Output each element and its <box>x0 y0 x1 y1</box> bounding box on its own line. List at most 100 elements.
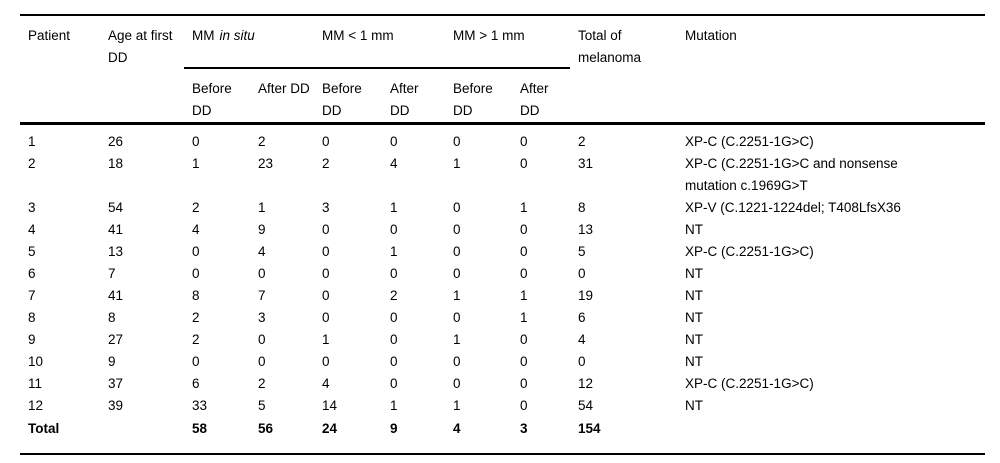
cell-gt1-after: 1 <box>520 310 528 325</box>
cell-age: 54 <box>108 200 124 215</box>
cell-lt1-before: 0 <box>322 288 330 303</box>
cell-patient: 6 <box>28 266 36 281</box>
cell-mutation: NT <box>685 354 704 369</box>
cell-gt1-before: 0 <box>453 310 461 325</box>
cell-mutation: XP-C (C.2251-1G>C) <box>685 244 814 259</box>
cell-gt1-after: 0 <box>520 222 528 237</box>
cell-age: 27 <box>108 332 124 347</box>
cell-insitu-after: 0 <box>258 266 266 281</box>
cell-gt1-before: 1 <box>453 398 461 413</box>
cell-lt1-before: 0 <box>322 266 330 281</box>
header-row-groups: Patient Age at first DD MM in situ MM < 1… <box>20 15 985 69</box>
cell-patient: 2 <box>28 156 36 171</box>
cell-total: 8 <box>578 200 586 215</box>
cell-mutation: NT <box>685 398 704 413</box>
table-row: 3 54 2 1 3 1 0 1 8 XP-V (C.1221-1224del;… <box>20 197 985 219</box>
cell-age: 13 <box>108 244 124 259</box>
cell-patient: 3 <box>28 200 36 215</box>
cell-total: 19 <box>578 288 594 303</box>
total-gt1-before: 4 <box>453 421 461 436</box>
cell-mutation: XP-V (C.1221-1224del; T408LfsX36 <box>685 200 901 215</box>
cell-insitu-after: 3 <box>258 310 266 325</box>
cell-lt1-after: 1 <box>390 200 398 215</box>
cell-mutation: NT <box>685 288 704 303</box>
cell-insitu-after: 0 <box>258 354 266 369</box>
cell-gt1-after: 0 <box>520 376 528 391</box>
cell-lt1-before: 3 <box>322 200 330 215</box>
cell-gt1-before: 0 <box>453 244 461 259</box>
cell-insitu-before: 2 <box>192 200 200 215</box>
cell-insitu-after: 7 <box>258 288 266 303</box>
cell-gt1-before: 0 <box>453 200 461 215</box>
cell-lt1-before: 14 <box>322 398 338 413</box>
cell-insitu-after: 2 <box>258 376 266 391</box>
cell-patient: 12 <box>28 398 44 413</box>
cell-total: 13 <box>578 222 594 237</box>
cell-lt1-before: 0 <box>322 310 330 325</box>
cell-age: 18 <box>108 156 124 171</box>
total-insitu-after: 56 <box>258 421 274 436</box>
cell-patient: 11 <box>28 376 43 391</box>
table-header: Patient Age at first DD MM in situ MM < 1… <box>20 15 986 124</box>
cell-total: 5 <box>578 244 586 259</box>
cell-lt1-after: 1 <box>390 398 398 413</box>
cell-age: 9 <box>108 354 116 369</box>
cell-age: 41 <box>108 288 124 303</box>
total-melanoma: 154 <box>578 421 601 436</box>
cell-total: 0 <box>578 266 586 281</box>
table-row: 2 18 1 23 2 4 1 0 31 XP-C (C.2251-1G>C a… <box>20 153 985 197</box>
cell-lt1-after: 0 <box>390 310 398 325</box>
table-body: 1 26 0 2 0 0 0 0 2 XP-C (C.2251-1G>C) 2 … <box>20 124 985 418</box>
cell-insitu-before: 8 <box>192 288 200 303</box>
cell-patient: 5 <box>28 244 36 259</box>
cell-total: 6 <box>578 310 586 325</box>
cell-lt1-before: 0 <box>322 222 330 237</box>
total-insitu-before: 58 <box>192 421 208 436</box>
cell-insitu-after: 1 <box>258 200 266 215</box>
cell-insitu-before: 2 <box>192 310 200 325</box>
cell-gt1-before: 0 <box>453 134 461 149</box>
cell-insitu-before: 0 <box>192 354 200 369</box>
cell-gt1-before: 0 <box>453 354 461 369</box>
cell-lt1-after: 2 <box>390 288 398 303</box>
cell-gt1-after: 0 <box>520 266 528 281</box>
cell-lt1-before: 1 <box>322 332 330 347</box>
cell-patient: 9 <box>28 332 36 347</box>
cell-total: 2 <box>578 134 586 149</box>
col-header-mutation: Mutation <box>685 28 737 43</box>
col-header-mm-lt1mm: MM < 1 mm <box>314 15 446 69</box>
cell-insitu-before: 1 <box>192 156 200 171</box>
cell-gt1-after: 1 <box>520 200 528 215</box>
cell-age: 26 <box>108 134 124 149</box>
cell-lt1-before: 0 <box>322 134 330 149</box>
cell-gt1-before: 1 <box>453 156 461 171</box>
cell-insitu-before: 4 <box>192 222 200 237</box>
cell-lt1-after: 0 <box>390 376 398 391</box>
cell-age: 7 <box>108 266 116 281</box>
subheader-lt1-after-dd: After DD <box>390 81 419 118</box>
melanoma-patients-table: Patient Age at first DD MM in situ MM < 1… <box>20 14 986 455</box>
cell-gt1-after: 0 <box>520 354 528 369</box>
table-row: 4 41 4 9 0 0 0 0 13 NT <box>20 219 985 241</box>
table-row: 8 8 2 3 0 0 0 1 6 NT <box>20 307 985 329</box>
total-label: Total <box>28 421 60 436</box>
cell-insitu-before: 2 <box>192 332 200 347</box>
cell-insitu-before: 0 <box>192 134 200 149</box>
cell-insitu-after: 23 <box>258 156 274 171</box>
cell-mutation: NT <box>685 222 704 237</box>
subheader-insitu-after-dd: After DD <box>258 81 310 96</box>
cell-patient: 4 <box>28 222 36 237</box>
cell-lt1-before: 4 <box>322 376 330 391</box>
cell-insitu-before: 0 <box>192 266 200 281</box>
cell-total: 54 <box>578 398 594 413</box>
mm-insitu-italic: in situ <box>219 28 255 43</box>
table-row: 7 41 8 7 0 2 1 1 19 NT <box>20 285 985 307</box>
cell-insitu-after: 4 <box>258 244 266 259</box>
cell-gt1-after: 0 <box>520 332 528 347</box>
cell-lt1-before: 0 <box>322 354 330 369</box>
cell-gt1-before: 1 <box>453 288 461 303</box>
total-age-cell <box>100 417 184 454</box>
cell-insitu-before: 6 <box>192 376 200 391</box>
table-row: 6 7 0 0 0 0 0 0 0 NT <box>20 263 985 285</box>
total-lt1-after: 9 <box>390 421 398 436</box>
